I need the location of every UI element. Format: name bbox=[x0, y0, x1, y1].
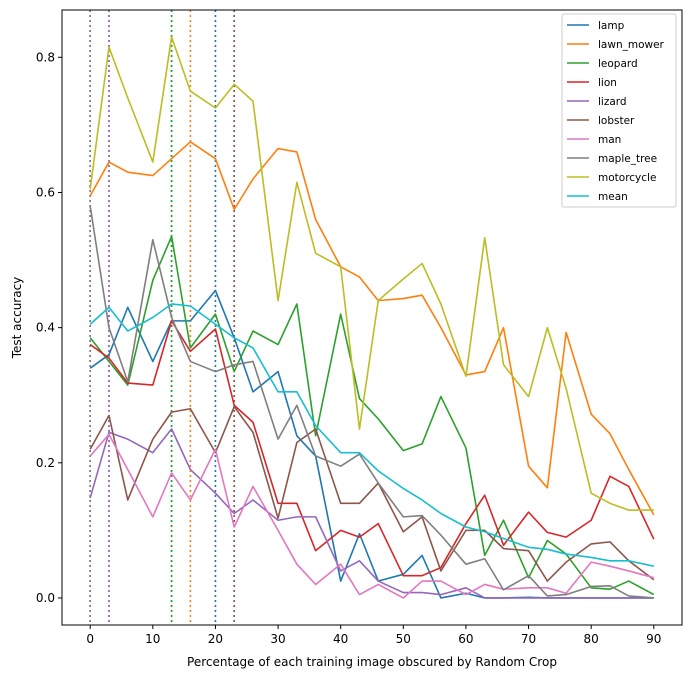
legend-label-lobster: lobster bbox=[598, 115, 635, 127]
x-tick-label-50: 50 bbox=[396, 632, 411, 646]
series-line-lion bbox=[89, 320, 655, 577]
series-line-motorcycle bbox=[89, 36, 654, 511]
series-line-lizard bbox=[89, 428, 654, 599]
x-tick-label-30: 30 bbox=[270, 632, 285, 646]
legend-box bbox=[561, 13, 677, 208]
y-axis-ticks: 0.0 0.2 0.4 0.6 0.8 bbox=[36, 50, 62, 605]
x-axis-label: Percentage of each training image obscur… bbox=[187, 655, 557, 669]
legend-label-mean: mean bbox=[598, 191, 628, 203]
legend-label-lion: lion bbox=[598, 77, 617, 89]
legend-label-lamp: lamp bbox=[598, 20, 625, 32]
series-line-man bbox=[89, 433, 655, 599]
series-lines bbox=[89, 36, 655, 599]
y-axis-label: Test accuracy bbox=[10, 277, 24, 360]
x-tick-label-10: 10 bbox=[145, 632, 160, 646]
legend-label-lizard: lizard bbox=[598, 96, 627, 108]
legend-label-maple-tree: maple_tree bbox=[598, 153, 657, 165]
y-tick-label-2: 0.4 bbox=[36, 321, 55, 335]
x-tick-label-80: 80 bbox=[584, 632, 599, 646]
legend-label-motorcycle: motorcycle bbox=[598, 172, 656, 184]
legend-label-man: man bbox=[598, 134, 621, 146]
x-tick-label-0: 0 bbox=[86, 632, 94, 646]
legend-label-lawn-mower: lawn_mower bbox=[598, 39, 665, 51]
plot-frame bbox=[61, 9, 683, 626]
legend-label-leopard: leopard bbox=[598, 58, 638, 70]
series-line-leopard bbox=[89, 235, 655, 596]
x-tick-label-70: 70 bbox=[521, 632, 536, 646]
y-tick-label-4: 0.8 bbox=[36, 50, 55, 64]
y-tick-label-0: 0.0 bbox=[36, 591, 55, 605]
x-tick-label-20: 20 bbox=[208, 632, 223, 646]
series-line-maple-tree bbox=[89, 205, 654, 599]
x-axis-ticks: 0 10 20 30 40 50 60 70 80 90 bbox=[86, 625, 661, 646]
x-tick-label-40: 40 bbox=[333, 632, 348, 646]
y-tick-label-1: 0.2 bbox=[36, 456, 55, 470]
series-line-lawn-mower bbox=[89, 140, 655, 516]
y-tick-label-3: 0.6 bbox=[36, 185, 55, 199]
x-tick-label-90: 90 bbox=[646, 632, 661, 646]
series-line-mean bbox=[89, 303, 654, 567]
x-tick-label-60: 60 bbox=[458, 632, 473, 646]
series-line-lobster bbox=[89, 405, 655, 582]
